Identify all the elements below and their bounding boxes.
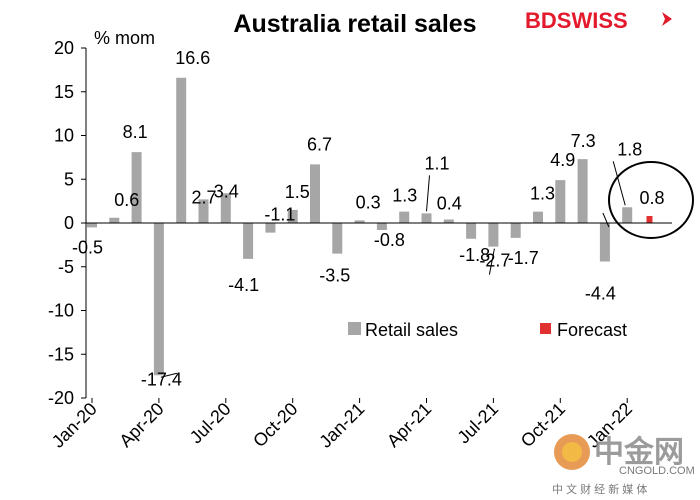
data-label: 8.1 [123,122,148,142]
bar-retail-sales [622,207,633,223]
data-label: 1.8 [617,139,642,159]
data-label: -1.7 [508,248,539,268]
data-label: 4.9 [550,150,575,170]
data-label: 3.4 [214,181,239,201]
logo-chevron-icon [662,12,672,26]
bar-retail-sales [310,164,320,223]
y-tick-label: -15 [48,344,74,364]
y-tick-label: 15 [54,82,74,102]
x-axis: Jan-20 Apr-20 Jul-20 Oct-20 Jan-21 Apr-21 Jul-… [48,398,636,452]
data-label: 1.3 [530,184,555,204]
legend-swatch-forecast [540,323,551,334]
data-label: 0.3 [356,192,381,212]
bar-retail-sales [243,223,254,259]
svg-text:BDSWISS: BDSWISS [525,8,628,33]
legend-label-retail-sales: Retail sales [365,320,458,340]
y-tick-label: -10 [48,301,74,321]
bar-retail-sales [466,223,477,239]
data-label: 1.1 [425,153,450,173]
bar-retail-sales [332,223,343,254]
x-tick-label: Apr-20 [115,399,167,451]
bar-retail-sales [555,180,566,223]
watermark-domain: CNGOLD.COM [619,465,695,477]
watermark-big-text: 中金网 [594,435,684,469]
y-tick-label: 5 [64,169,74,189]
watermark: 中金网 CNGOLD.COM 中 文 财 经 新 媒 体 [552,434,695,496]
y-tick-label: -5 [58,257,74,277]
data-label: 0.4 [437,194,462,214]
data-label: 1.5 [285,182,310,202]
bars-layer [87,77,653,376]
data-label: -3.5 [319,266,350,286]
label-leader-line [602,212,610,228]
data-labels-layer: -0.5 0.6 8.1 -17.4 16.6 2.73.4 -4.1 -1.1 1.5 6.7 -… [72,48,665,390]
label-leader-line [488,248,495,275]
label-leader-line [160,372,178,378]
legend: Retail sales Forecast [348,320,627,340]
y-tick-label: 20 [54,38,74,58]
y-tick-label: 0 [64,213,74,233]
data-label: -1.8 [459,245,490,265]
data-label: -0.5 [72,237,103,257]
bar-retail-sales [510,223,521,238]
bar-retail-sales [287,209,298,223]
bar-retail-sales [599,223,610,262]
data-label: 7.3 [571,131,596,151]
x-tick-label: Oct-20 [249,399,301,451]
legend-label-forecast: Forecast [557,320,627,340]
bar-retail-sales [354,220,365,223]
x-tick-label: Jul-21 [453,399,502,448]
bar-retail-sales [577,159,588,223]
logo-text-swiss: SWISS [557,8,628,33]
watermark-tagline: 中 文 财 经 新 媒 体 [552,482,647,496]
bar-retail-sales [443,219,454,223]
legend-swatch-retail-sales [348,322,361,335]
data-label: -2.7 [479,251,510,271]
bar-forecast [646,216,653,223]
bar-retail-sales [399,211,410,223]
data-label: 16.6 [175,48,210,68]
logo-text-bd: BD [525,8,557,33]
data-label: -4.1 [228,275,259,295]
y-axis: -20 -15 -10 -5 0 5 10 15 20 [48,38,86,408]
bar-retail-sales [87,223,97,228]
bar-retail-sales [376,223,387,230]
data-label: -1.1 [264,205,295,225]
bar-retail-sales [109,217,120,223]
bar-retail-sales [533,211,543,223]
data-label: -17.4 [141,369,182,389]
axis-lines [85,48,672,398]
data-label: -0.8 [374,230,405,250]
bar-retail-sales [488,223,499,247]
forecast-highlight-circle [608,161,694,239]
bar-retail-sales [421,213,432,223]
x-tick-label: Jul-20 [186,399,235,448]
bar-retail-sales [265,223,276,233]
watermark-coin-inner-icon [562,442,582,462]
data-label-forecast: 0.8 [640,188,665,208]
chart-title: Australia retail sales [233,10,476,38]
label-leader-line [426,175,430,212]
y-tick-label: 10 [54,126,74,146]
data-label: -4.4 [585,284,616,304]
data-label: 1.3 [392,186,417,206]
bar-retail-sales [131,152,142,223]
label-leader-line [612,161,626,206]
y-axis-unit-label: % mom [94,28,155,48]
bar-retail-sales [220,193,231,223]
y-tick-label: -20 [48,388,74,408]
data-label: 6.7 [307,134,332,154]
data-label: 0.6 [114,190,139,210]
bdswiss-logo: BDSWISS [525,8,672,33]
bar-retail-sales [153,223,164,376]
x-tick-label: Jan-21 [315,399,368,452]
bar-retail-sales [176,77,187,223]
data-label: 2.7 [192,187,217,207]
x-tick-label: Apr-21 [383,399,435,451]
bar-retail-sales [198,199,209,223]
